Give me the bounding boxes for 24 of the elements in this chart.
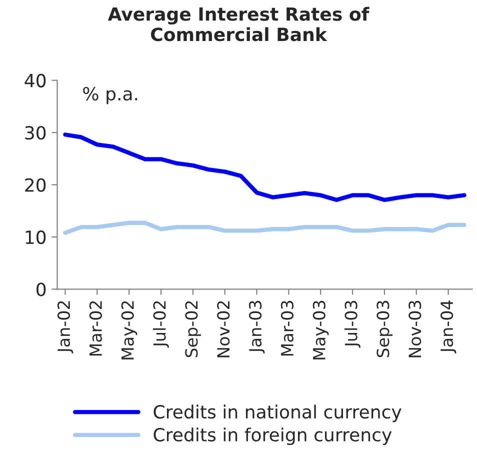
x-tick-label: Nov-03 <box>408 300 422 358</box>
y-tick-label: 20 <box>25 178 46 192</box>
annotation: % p.a. <box>83 86 138 104</box>
x-tick-label: Jul-02 <box>152 301 169 348</box>
x-tick-label: Sep-03 <box>376 300 393 358</box>
x-tick-label: Jan-03 <box>248 300 265 354</box>
x-tick-label: Sep-02 <box>185 301 201 358</box>
x-tick-label: Jul-03 <box>344 300 360 348</box>
chart-title: Average Interest Rates of Commercial Bank <box>108 6 370 42</box>
y-tick-label: 40 <box>24 74 46 88</box>
legend-label: Credits in foreign currency <box>154 428 392 446</box>
y-tick-label: 30 <box>25 126 46 140</box>
x-tick-label: May-02 <box>121 301 138 360</box>
x-tick-label: Jan-04 <box>440 300 456 354</box>
line-series <box>63 132 466 202</box>
x-tick-label: Mar-02 <box>89 301 102 356</box>
x-tick-label: May-03 <box>312 300 329 360</box>
x-tick-label: Mar-03 <box>280 300 294 356</box>
y-tick-label: 10 <box>26 230 46 244</box>
x-tick-label: Nov-02 <box>217 301 230 358</box>
legend-label: Credits in national currency <box>154 404 402 422</box>
line-series <box>63 220 466 235</box>
x-tick-label: Jan-02 <box>57 301 74 354</box>
y-tick-label: 0 <box>36 282 46 296</box>
